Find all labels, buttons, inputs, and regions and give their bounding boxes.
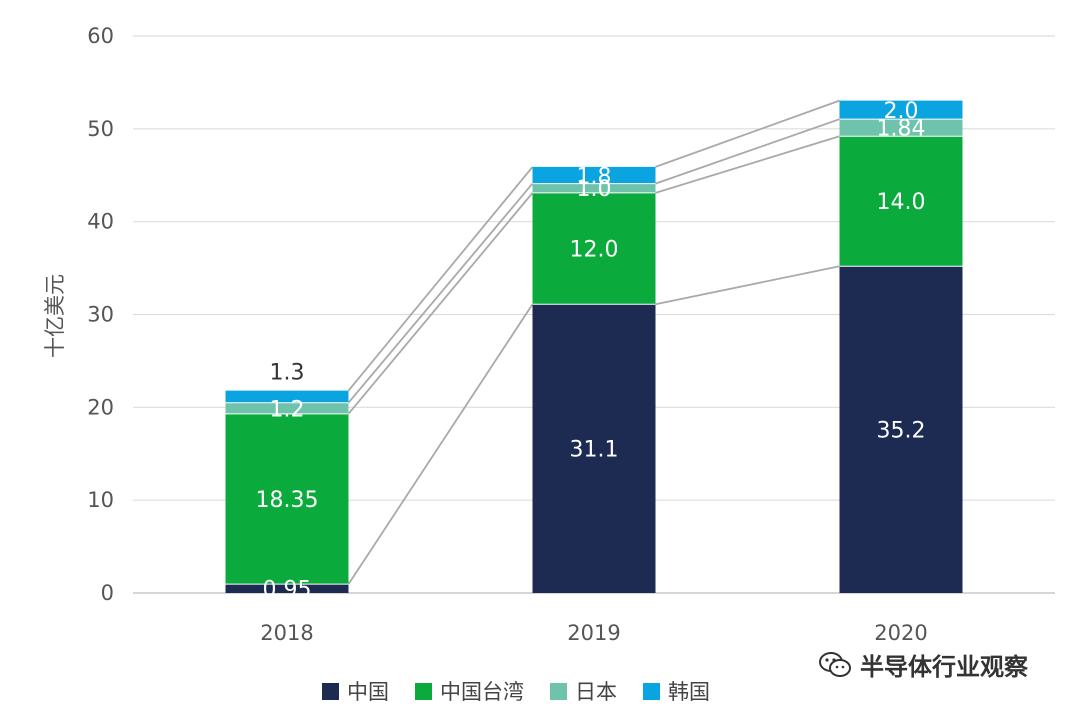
connector-line bbox=[347, 183, 534, 404]
data-labels: 0.95 18.35 1.2 1.3 31.1 12.0 1.01.8 35.2 14.0 1.8… bbox=[256, 99, 926, 603]
x-tick-label: 2018 bbox=[260, 621, 313, 645]
y-tick-label: 40 bbox=[87, 210, 114, 234]
bar-segment bbox=[225, 413, 349, 585]
legend-label: 日本 bbox=[575, 680, 617, 704]
x-tick-label: 2019 bbox=[567, 621, 620, 645]
legend-label: 中国台湾 bbox=[440, 680, 524, 704]
bar-segment bbox=[225, 402, 349, 414]
y-tick-label: 0 bbox=[101, 581, 114, 605]
bar-segment bbox=[532, 166, 656, 184]
bar-segment bbox=[839, 266, 963, 593]
bar-segment bbox=[839, 136, 963, 267]
watermark: 半导体行业观察 bbox=[818, 647, 1028, 682]
legend-label: 韩国 bbox=[668, 680, 710, 704]
wechat-icon bbox=[819, 651, 851, 677]
data-label: 12.0 bbox=[570, 238, 619, 263]
data-label: 1.8 bbox=[577, 164, 612, 189]
data-label: 31.1 bbox=[570, 438, 619, 463]
data-label: 14.0 bbox=[877, 190, 926, 215]
y-tick-label: 50 bbox=[87, 117, 114, 141]
legend: 中国 中国台湾 日本 韩国 bbox=[322, 676, 710, 706]
watermark-text: 半导体行业观察 bbox=[860, 653, 1028, 681]
legend-item: 中国 bbox=[322, 676, 389, 706]
y-axis-ticks: 0 10 20 30 40 50 60 bbox=[87, 24, 114, 605]
bar-segment bbox=[532, 304, 656, 593]
legend-swatch bbox=[550, 682, 567, 700]
data-label: 1.3 bbox=[270, 361, 305, 386]
bars bbox=[225, 100, 963, 593]
data-label: 35.2 bbox=[877, 419, 926, 444]
connector-line bbox=[655, 118, 840, 185]
data-label: 1.2 bbox=[270, 397, 305, 422]
y-tick-label: 60 bbox=[87, 24, 114, 48]
legend-item: 中国台湾 bbox=[415, 676, 524, 706]
y-axis-label: 十亿美元 bbox=[43, 274, 67, 358]
bar-segment bbox=[839, 119, 963, 137]
connector-line bbox=[655, 99, 840, 168]
connector-line bbox=[347, 303, 534, 585]
connector-lines bbox=[347, 99, 840, 585]
data-label: 2.0 bbox=[884, 99, 919, 124]
x-axis-ticks: 2018 2019 2020 bbox=[260, 621, 927, 645]
data-label: 18.35 bbox=[256, 488, 319, 513]
bar-segment bbox=[532, 183, 656, 193]
y-tick-label: 30 bbox=[87, 303, 114, 327]
y-tick-label: 20 bbox=[87, 395, 114, 419]
y-tick-label: 10 bbox=[87, 488, 114, 512]
connector-line bbox=[655, 135, 840, 194]
legend-item: 韩国 bbox=[643, 676, 710, 706]
x-tick-label: 2020 bbox=[874, 621, 927, 645]
legend-swatch bbox=[415, 682, 432, 700]
legend-item: 日本 bbox=[550, 676, 617, 706]
bar-segment bbox=[225, 584, 349, 593]
connector-line bbox=[347, 192, 534, 415]
data-label: 0.95 bbox=[263, 578, 312, 603]
data-label: 1.0 bbox=[577, 177, 612, 202]
connector-line bbox=[347, 166, 534, 392]
legend-swatch bbox=[322, 682, 339, 700]
connector-line bbox=[655, 265, 840, 306]
bar-segment bbox=[839, 100, 963, 120]
legend-swatch bbox=[643, 682, 660, 700]
bar-segment bbox=[532, 192, 656, 305]
legend-label: 中国 bbox=[347, 680, 389, 704]
data-label: 1.84 bbox=[877, 117, 926, 142]
bar-segment bbox=[225, 390, 349, 403]
